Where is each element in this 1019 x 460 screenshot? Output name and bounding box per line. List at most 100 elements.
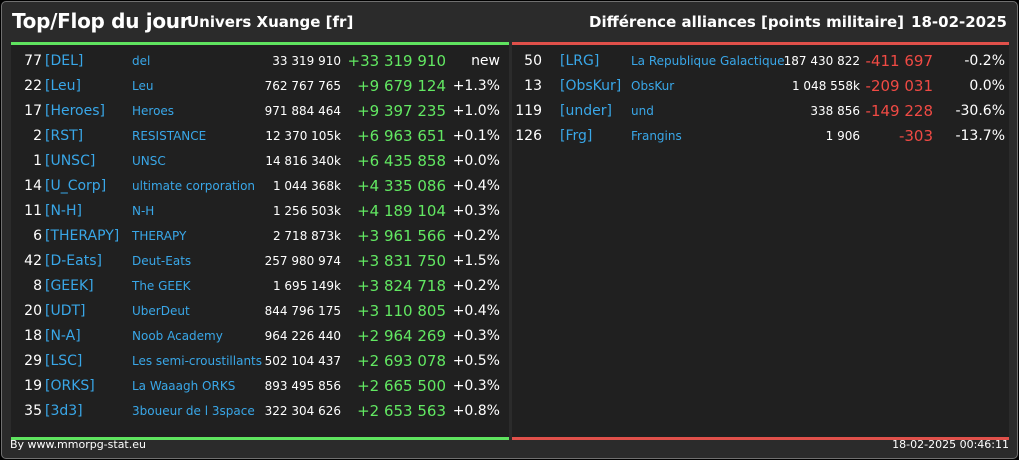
alliance-name-link[interactable]: Frangins [631, 129, 682, 143]
top-row: 17 [Heroes] Heroes 971 884 464 +9 397 235 +1.… [11, 99, 509, 124]
top-row: 1 [UNSC] UNSC 14 816 340k +6 435 858 +0.0% [11, 149, 509, 174]
rank-cell: 11 [24, 203, 42, 219]
top-row: 8 [GEEK] The GEEK 1 695 149k +3 824 718 +0.2% [11, 274, 509, 299]
alliance-name-link[interactable]: 3boueur de l 3space [132, 404, 255, 418]
diff-cell: +2 964 269 [357, 327, 446, 345]
percent-cell: +1.5% [452, 253, 500, 269]
flop-row: 50 [LRG] La Republique Galactique 187 430 8… [512, 49, 1009, 74]
alliance-name-link[interactable]: The GEEK [132, 279, 191, 293]
rank-cell: 1 [33, 153, 42, 169]
flop-row: 119 [under] und 338 856 -149 228 -30.6% [512, 99, 1009, 124]
points-cell: 1 256 503k [272, 204, 341, 218]
alliance-name-link[interactable]: THERAPY [132, 229, 187, 243]
alliance-tag-link[interactable]: [N-A] [45, 328, 81, 344]
percent-cell: -13.7% [955, 128, 1005, 144]
alliance-name-link[interactable]: N-H [132, 204, 155, 218]
diff-cell: +6 435 858 [357, 152, 446, 170]
top-row: 20 [UDT] UberDeut 844 796 175 +3 110 805 +0.4… [11, 299, 509, 324]
alliance-name-link[interactable]: Les semi-croustillants [132, 354, 263, 368]
percent-cell: +0.3% [452, 203, 500, 219]
points-cell: 893 495 856 [264, 379, 341, 393]
alliance-name-link[interactable]: Leu [132, 79, 154, 93]
alliance-tag-link[interactable]: [Leu] [45, 78, 81, 94]
diff-cell: +3 110 805 [357, 302, 446, 320]
alliance-name-link[interactable]: Noob Academy [132, 329, 223, 343]
rank-cell: 17 [24, 103, 42, 119]
universe-label: Univers Xuange [fr] [187, 13, 354, 31]
alliance-name-link[interactable]: und [631, 104, 654, 118]
alliance-tag-link[interactable]: [DEL] [45, 53, 84, 69]
alliance-tag-link[interactable]: [LSC] [45, 353, 83, 369]
percent-cell: +0.8% [452, 403, 500, 419]
top-row: 42 [D-Eats] Deut-Eats 257 980 974 +3 831 750… [11, 249, 509, 274]
header: Top/Flop du jour Univers Xuange [fr] Dif… [2, 2, 1017, 42]
points-cell: 1 695 149k [272, 279, 341, 293]
alliance-tag-link[interactable]: [N-H] [45, 203, 82, 219]
alliance-tag-link[interactable]: [ObsKur] [560, 78, 622, 94]
points-cell: 971 884 464 [264, 104, 341, 118]
alliance-name-link[interactable]: La Waaagh ORKS [132, 379, 236, 393]
top-row: 22 [Leu] Leu 762 767 765 +9 679 124 +1.3% [11, 74, 509, 99]
alliance-tag-link[interactable]: [Frg] [560, 128, 593, 144]
alliance-name-link[interactable]: UberDeut [132, 304, 190, 318]
points-cell: 322 304 626 [264, 404, 341, 418]
diff-cell: +3 961 566 [357, 227, 446, 245]
percent-cell: +0.3% [452, 328, 500, 344]
diff-cell: +3 831 750 [357, 252, 446, 270]
alliance-tag-link[interactable]: [UNSC] [45, 153, 96, 169]
diff-cell: +9 679 124 [357, 77, 446, 95]
top-row: 18 [N-A] Noob Academy 964 226 440 +2 964 269… [11, 324, 509, 349]
top-row: 14 [U_Corp] ultimate corporation 1 044 368k… [11, 174, 509, 199]
alliance-tag-link[interactable]: [LRG] [560, 53, 600, 69]
rank-cell: 77 [24, 53, 42, 69]
rank-cell: 119 [515, 103, 542, 119]
percent-cell: +0.4% [452, 303, 500, 319]
alliance-name-link[interactable]: del [132, 54, 151, 68]
rank-cell: 2 [33, 128, 42, 144]
alliance-tag-link[interactable]: [Heroes] [45, 103, 105, 119]
alliance-tag-link[interactable]: [ORKS] [45, 378, 95, 394]
page-title: Top/Flop du jour [12, 9, 190, 33]
points-cell: 187 430 822 [783, 54, 860, 68]
diff-cell: +2 665 500 [357, 377, 446, 395]
percent-cell: new [471, 53, 500, 69]
flop-row: 13 [ObsKur] ObsKur 1 048 558k -209 031 0.0% [512, 74, 1009, 99]
alliance-tag-link[interactable]: [3d3] [45, 403, 83, 419]
percent-cell: +0.4% [452, 178, 500, 194]
diff-cell: +2 653 563 [357, 402, 446, 420]
alliance-name-link[interactable]: UNSC [132, 154, 166, 168]
diff-cell: +33 319 910 [347, 52, 446, 70]
alliance-name-link[interactable]: Deut-Eats [132, 254, 192, 268]
top-row: 77 [DEL] del 33 319 910 +33 319 910 new [11, 49, 509, 74]
points-cell: 338 856 [810, 104, 860, 118]
rank-cell: 50 [524, 53, 542, 69]
percent-cell: +0.3% [452, 378, 500, 394]
alliance-name-link[interactable]: Heroes [132, 104, 175, 118]
rank-cell: 126 [515, 128, 542, 144]
footer-timestamp: 18-02-2025 00:46:11 [892, 438, 1009, 451]
alliance-name-link[interactable]: La Republique Galactique [631, 54, 785, 68]
header-date: 18-02-2025 [911, 13, 1007, 31]
points-cell: 844 796 175 [264, 304, 341, 318]
rank-cell: 35 [24, 403, 42, 419]
footer-credit: By www.mmorpg-stat.eu [10, 438, 146, 451]
points-cell: 257 980 974 [264, 254, 341, 268]
points-cell: 964 226 440 [264, 329, 341, 343]
alliance-name-link[interactable]: ultimate corporation [132, 179, 256, 193]
percent-cell: -30.6% [955, 103, 1005, 119]
points-cell: 762 767 765 [264, 79, 341, 93]
alliance-tag-link[interactable]: [U_Corp] [45, 178, 107, 194]
alliance-name-link[interactable]: ObsKur [631, 79, 675, 93]
alliance-tag-link[interactable]: [GEEK] [45, 278, 94, 294]
alliance-tag-link[interactable]: [RST] [45, 128, 84, 144]
alliance-name-link[interactable]: RESISTANCE [132, 129, 207, 143]
alliance-tag-link[interactable]: [D-Eats] [45, 253, 102, 269]
alliance-tag-link[interactable]: [THERAPY] [45, 228, 120, 244]
alliance-tag-link[interactable]: [under] [560, 103, 612, 119]
rank-cell: 19 [24, 378, 42, 394]
flop-panel: 50 [LRG] La Republique Galactique 187 430 8… [512, 42, 1009, 440]
alliance-tag-link[interactable]: [UDT] [45, 303, 86, 319]
diff-cell: +4 335 086 [357, 177, 446, 195]
diff-cell: +4 189 104 [357, 202, 446, 220]
